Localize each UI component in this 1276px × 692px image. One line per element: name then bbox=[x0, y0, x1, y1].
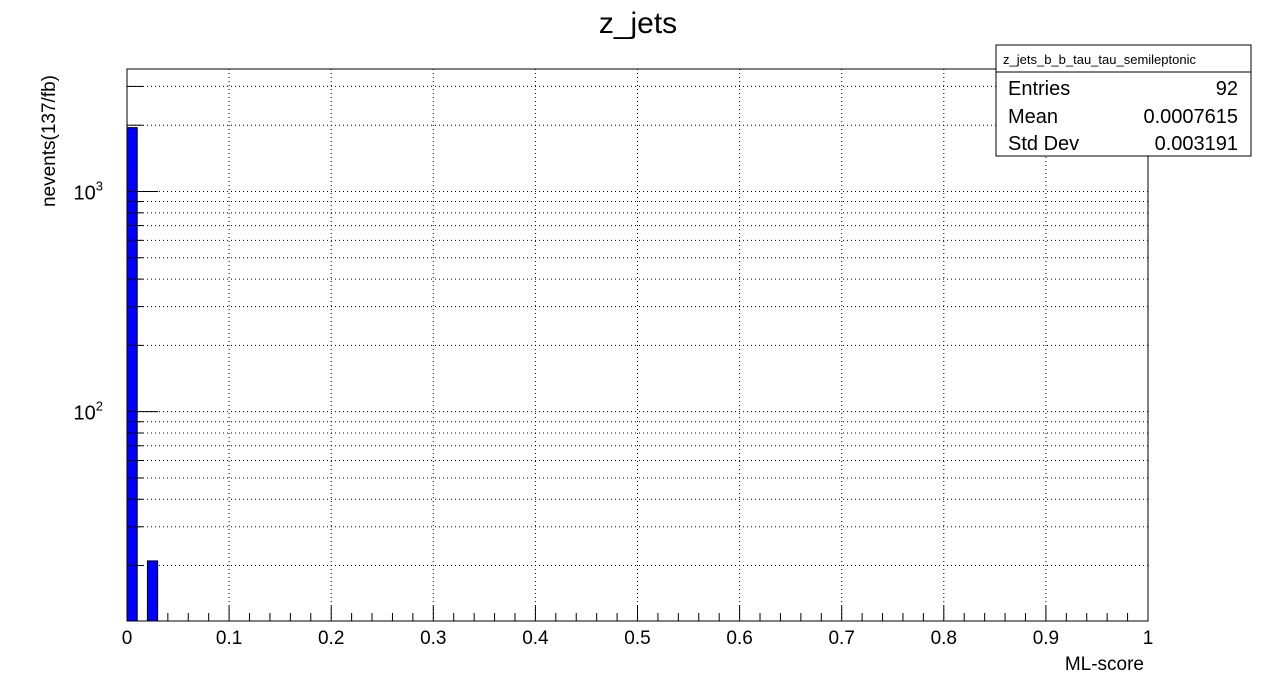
x-tick-label: 0.3 bbox=[420, 628, 446, 649]
x-tick-label: 0.8 bbox=[931, 628, 957, 649]
stats-value-mean: 0.0007615 bbox=[1143, 106, 1238, 128]
chart-title: z_jets bbox=[599, 7, 677, 40]
x-tick-label: 1 bbox=[1143, 628, 1154, 649]
x-tick-label: 0.6 bbox=[726, 628, 752, 649]
x-axis-label: ML-score bbox=[1065, 654, 1144, 675]
y-axis-label: nevents(137/fb) bbox=[39, 75, 60, 207]
x-tick-label: 0.7 bbox=[828, 628, 854, 649]
y-tick-label: 103 bbox=[74, 178, 103, 204]
x-tick-label: 0.1 bbox=[216, 628, 242, 649]
grid bbox=[127, 69, 1148, 621]
x-tick-label: 0.9 bbox=[1033, 628, 1059, 649]
axis-ticks bbox=[126, 85, 1149, 621]
stats-value-entries: 92 bbox=[1216, 78, 1238, 100]
y-tick-label: 102 bbox=[74, 399, 103, 425]
stats-label-mean: Mean bbox=[1008, 106, 1058, 128]
tick-labels: 0 0.1 0.2 0.3 0.4 0.5 0.6 0.7 0.8 0.9 1 102 103 bbox=[74, 178, 1154, 649]
x-tick-label: 0.5 bbox=[624, 628, 650, 649]
stats-box: z_jets_b_b_tau_tau_semileptonic Entries … bbox=[995, 44, 1252, 157]
x-tick-label: 0.2 bbox=[318, 628, 344, 649]
stats-label-stddev: Std Dev bbox=[1008, 133, 1079, 155]
x-tick-label: 0 bbox=[122, 628, 133, 649]
histogram-bar bbox=[146, 560, 159, 622]
stats-name: z_jets_b_b_tau_tau_semileptonic bbox=[1003, 52, 1196, 67]
x-tick-label: 0.4 bbox=[522, 628, 549, 649]
stats-label-entries: Entries bbox=[1008, 78, 1070, 100]
stats-box-frame bbox=[995, 44, 1252, 157]
stats-value-stddev: 0.003191 bbox=[1155, 133, 1238, 155]
